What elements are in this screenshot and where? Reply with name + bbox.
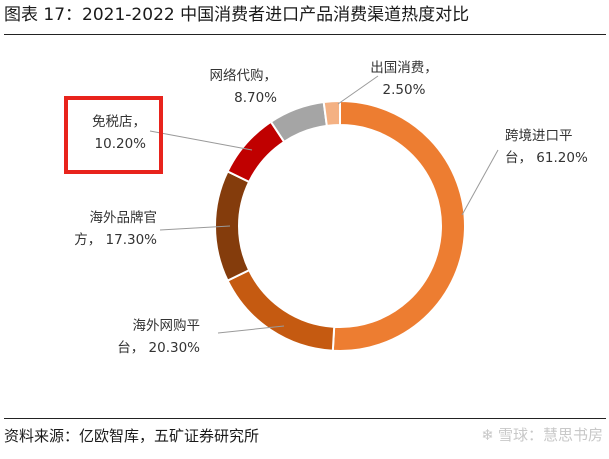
slice-label-6-line1: 出国消费， [370, 60, 438, 76]
slice-1 [331, 99, 467, 352]
slice-label-4-line2: 10.20% [95, 136, 147, 152]
bottom-rule [4, 418, 606, 419]
slice-label-6-line2: 2.50% [383, 82, 426, 98]
leader-line-4 [149, 130, 253, 151]
leader-line-2 [217, 325, 285, 334]
watermark-text: 雪球：慧思书房 [497, 426, 603, 444]
slice-label-1-line1: 跨境进口平 [505, 128, 573, 144]
slice-label-3-line1: 海外品牌官 [90, 209, 158, 226]
slice-6 [322, 99, 341, 127]
leader-lines [149, 75, 499, 334]
source-note: 资料来源：亿欧智库，五矿证券研究所 [4, 427, 260, 445]
slice-5 [269, 100, 328, 144]
slice-label-5-line1: 网络代购， [210, 68, 278, 84]
leader-line-6 [337, 75, 379, 105]
slice-2 [226, 268, 336, 352]
slice-4 [226, 120, 286, 184]
slice-label-2-line1: 海外网购平 [133, 318, 201, 334]
figure-title: 图表 17：2021-2022 中国消费者进口产品消费渠道热度对比 [4, 5, 470, 25]
slice-label-2-line2: 台， 20.30% [117, 340, 200, 356]
highlight-box [64, 96, 163, 174]
slice-label-3-line2: 方， 17.30% [74, 232, 157, 248]
slice-label-5-line2: 8.70% [234, 90, 277, 106]
leader-line-3 [159, 225, 231, 231]
slice-label-4-line1: 免税店， [92, 114, 146, 130]
slice-3 [214, 170, 251, 282]
donut-slices [214, 99, 467, 352]
watermark: ❄ 雪球：慧思书房 [481, 425, 603, 445]
slice-label-1-line2: 台， 61.20% [505, 150, 588, 166]
snowball-icon: ❄ [481, 426, 494, 444]
leader-line-1 [461, 149, 499, 216]
top-rule [4, 34, 606, 35]
